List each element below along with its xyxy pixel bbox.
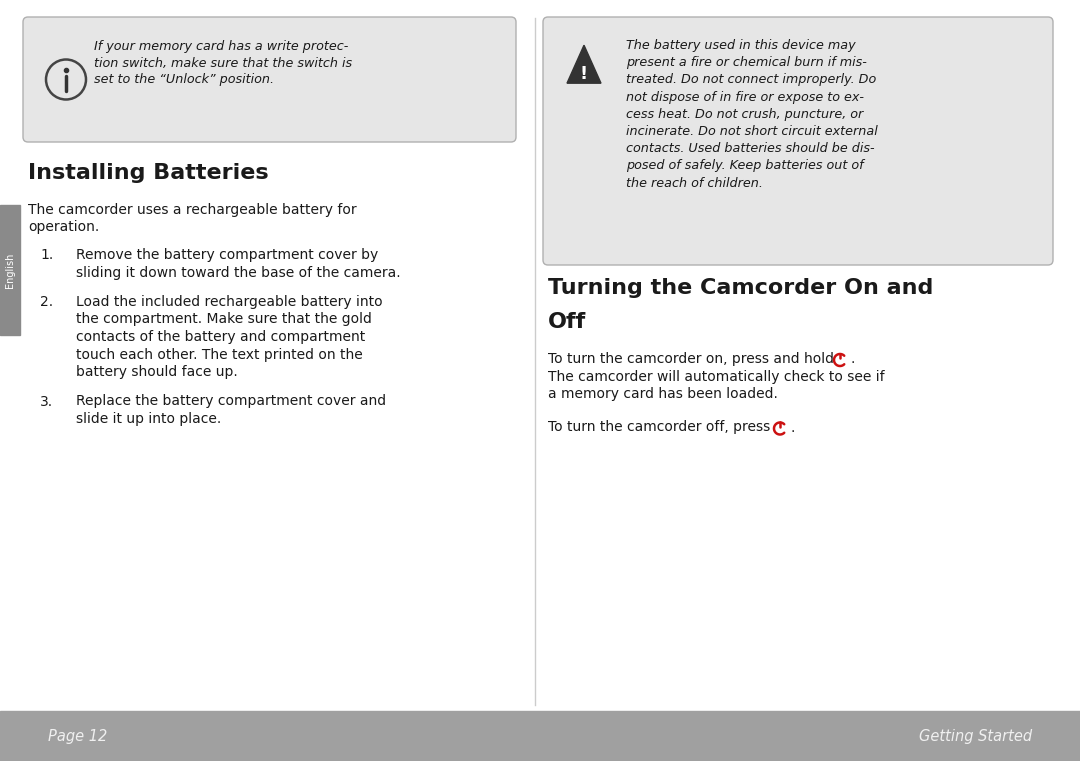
Text: 3.: 3. xyxy=(40,394,53,409)
Text: the reach of children.: the reach of children. xyxy=(626,177,762,189)
Text: present a fire or chemical burn if mis-: present a fire or chemical burn if mis- xyxy=(626,56,867,69)
Text: The battery used in this device may: The battery used in this device may xyxy=(626,39,855,52)
Text: Remove the battery compartment cover by: Remove the battery compartment cover by xyxy=(76,248,378,262)
Text: the compartment. Make sure that the gold: the compartment. Make sure that the gold xyxy=(76,313,372,326)
Text: To turn the camcorder off, press: To turn the camcorder off, press xyxy=(548,421,774,435)
Text: Turning the Camcorder On and: Turning the Camcorder On and xyxy=(548,278,933,298)
Text: If your memory card has a write protec-: If your memory card has a write protec- xyxy=(94,40,349,53)
Text: contacts of the battery and compartment: contacts of the battery and compartment xyxy=(76,330,365,344)
Text: To turn the camcorder on, press and hold: To turn the camcorder on, press and hold xyxy=(548,352,838,366)
Text: cess heat. Do not crush, puncture, or: cess heat. Do not crush, puncture, or xyxy=(626,108,863,121)
Text: treated. Do not connect improperly. Do: treated. Do not connect improperly. Do xyxy=(626,73,876,87)
Text: tion switch, make sure that the switch is: tion switch, make sure that the switch i… xyxy=(94,56,352,69)
Text: battery should face up.: battery should face up. xyxy=(76,365,238,379)
Circle shape xyxy=(46,59,86,100)
Text: 1.: 1. xyxy=(40,248,53,262)
Text: Replace the battery compartment cover and: Replace the battery compartment cover an… xyxy=(76,394,387,409)
Text: Getting Started: Getting Started xyxy=(919,728,1032,743)
Text: 2.: 2. xyxy=(40,295,53,309)
Text: The camcorder uses a rechargeable battery for: The camcorder uses a rechargeable batter… xyxy=(28,203,356,217)
Text: set to the “Unlock” position.: set to the “Unlock” position. xyxy=(94,73,274,86)
Text: touch each other. The text printed on the: touch each other. The text printed on th… xyxy=(76,348,363,361)
Text: English: English xyxy=(5,253,15,288)
Text: not dispose of in fire or expose to ex-: not dispose of in fire or expose to ex- xyxy=(626,91,864,103)
Text: The camcorder will automatically check to see if: The camcorder will automatically check t… xyxy=(548,370,885,384)
Text: contacts. Used batteries should be dis-: contacts. Used batteries should be dis- xyxy=(626,142,875,155)
Text: incinerate. Do not short circuit external: incinerate. Do not short circuit externa… xyxy=(626,125,878,138)
FancyBboxPatch shape xyxy=(23,17,516,142)
Text: slide it up into place.: slide it up into place. xyxy=(76,412,221,426)
FancyBboxPatch shape xyxy=(543,17,1053,265)
Text: operation.: operation. xyxy=(28,221,99,234)
Bar xyxy=(0,711,1080,761)
Text: .: . xyxy=(850,352,854,366)
Text: sliding it down toward the base of the camera.: sliding it down toward the base of the c… xyxy=(76,266,401,279)
Text: Installing Batteries: Installing Batteries xyxy=(28,163,269,183)
Bar xyxy=(0,205,21,335)
Text: posed of safely. Keep batteries out of: posed of safely. Keep batteries out of xyxy=(626,159,864,173)
Text: Load the included rechargeable battery into: Load the included rechargeable battery i… xyxy=(76,295,382,309)
Text: Page 12: Page 12 xyxy=(48,728,107,743)
Text: Off: Off xyxy=(548,312,586,332)
Text: !: ! xyxy=(580,65,589,83)
Text: a memory card has been loaded.: a memory card has been loaded. xyxy=(548,387,778,401)
Text: .: . xyxy=(789,421,795,435)
Polygon shape xyxy=(567,45,600,83)
